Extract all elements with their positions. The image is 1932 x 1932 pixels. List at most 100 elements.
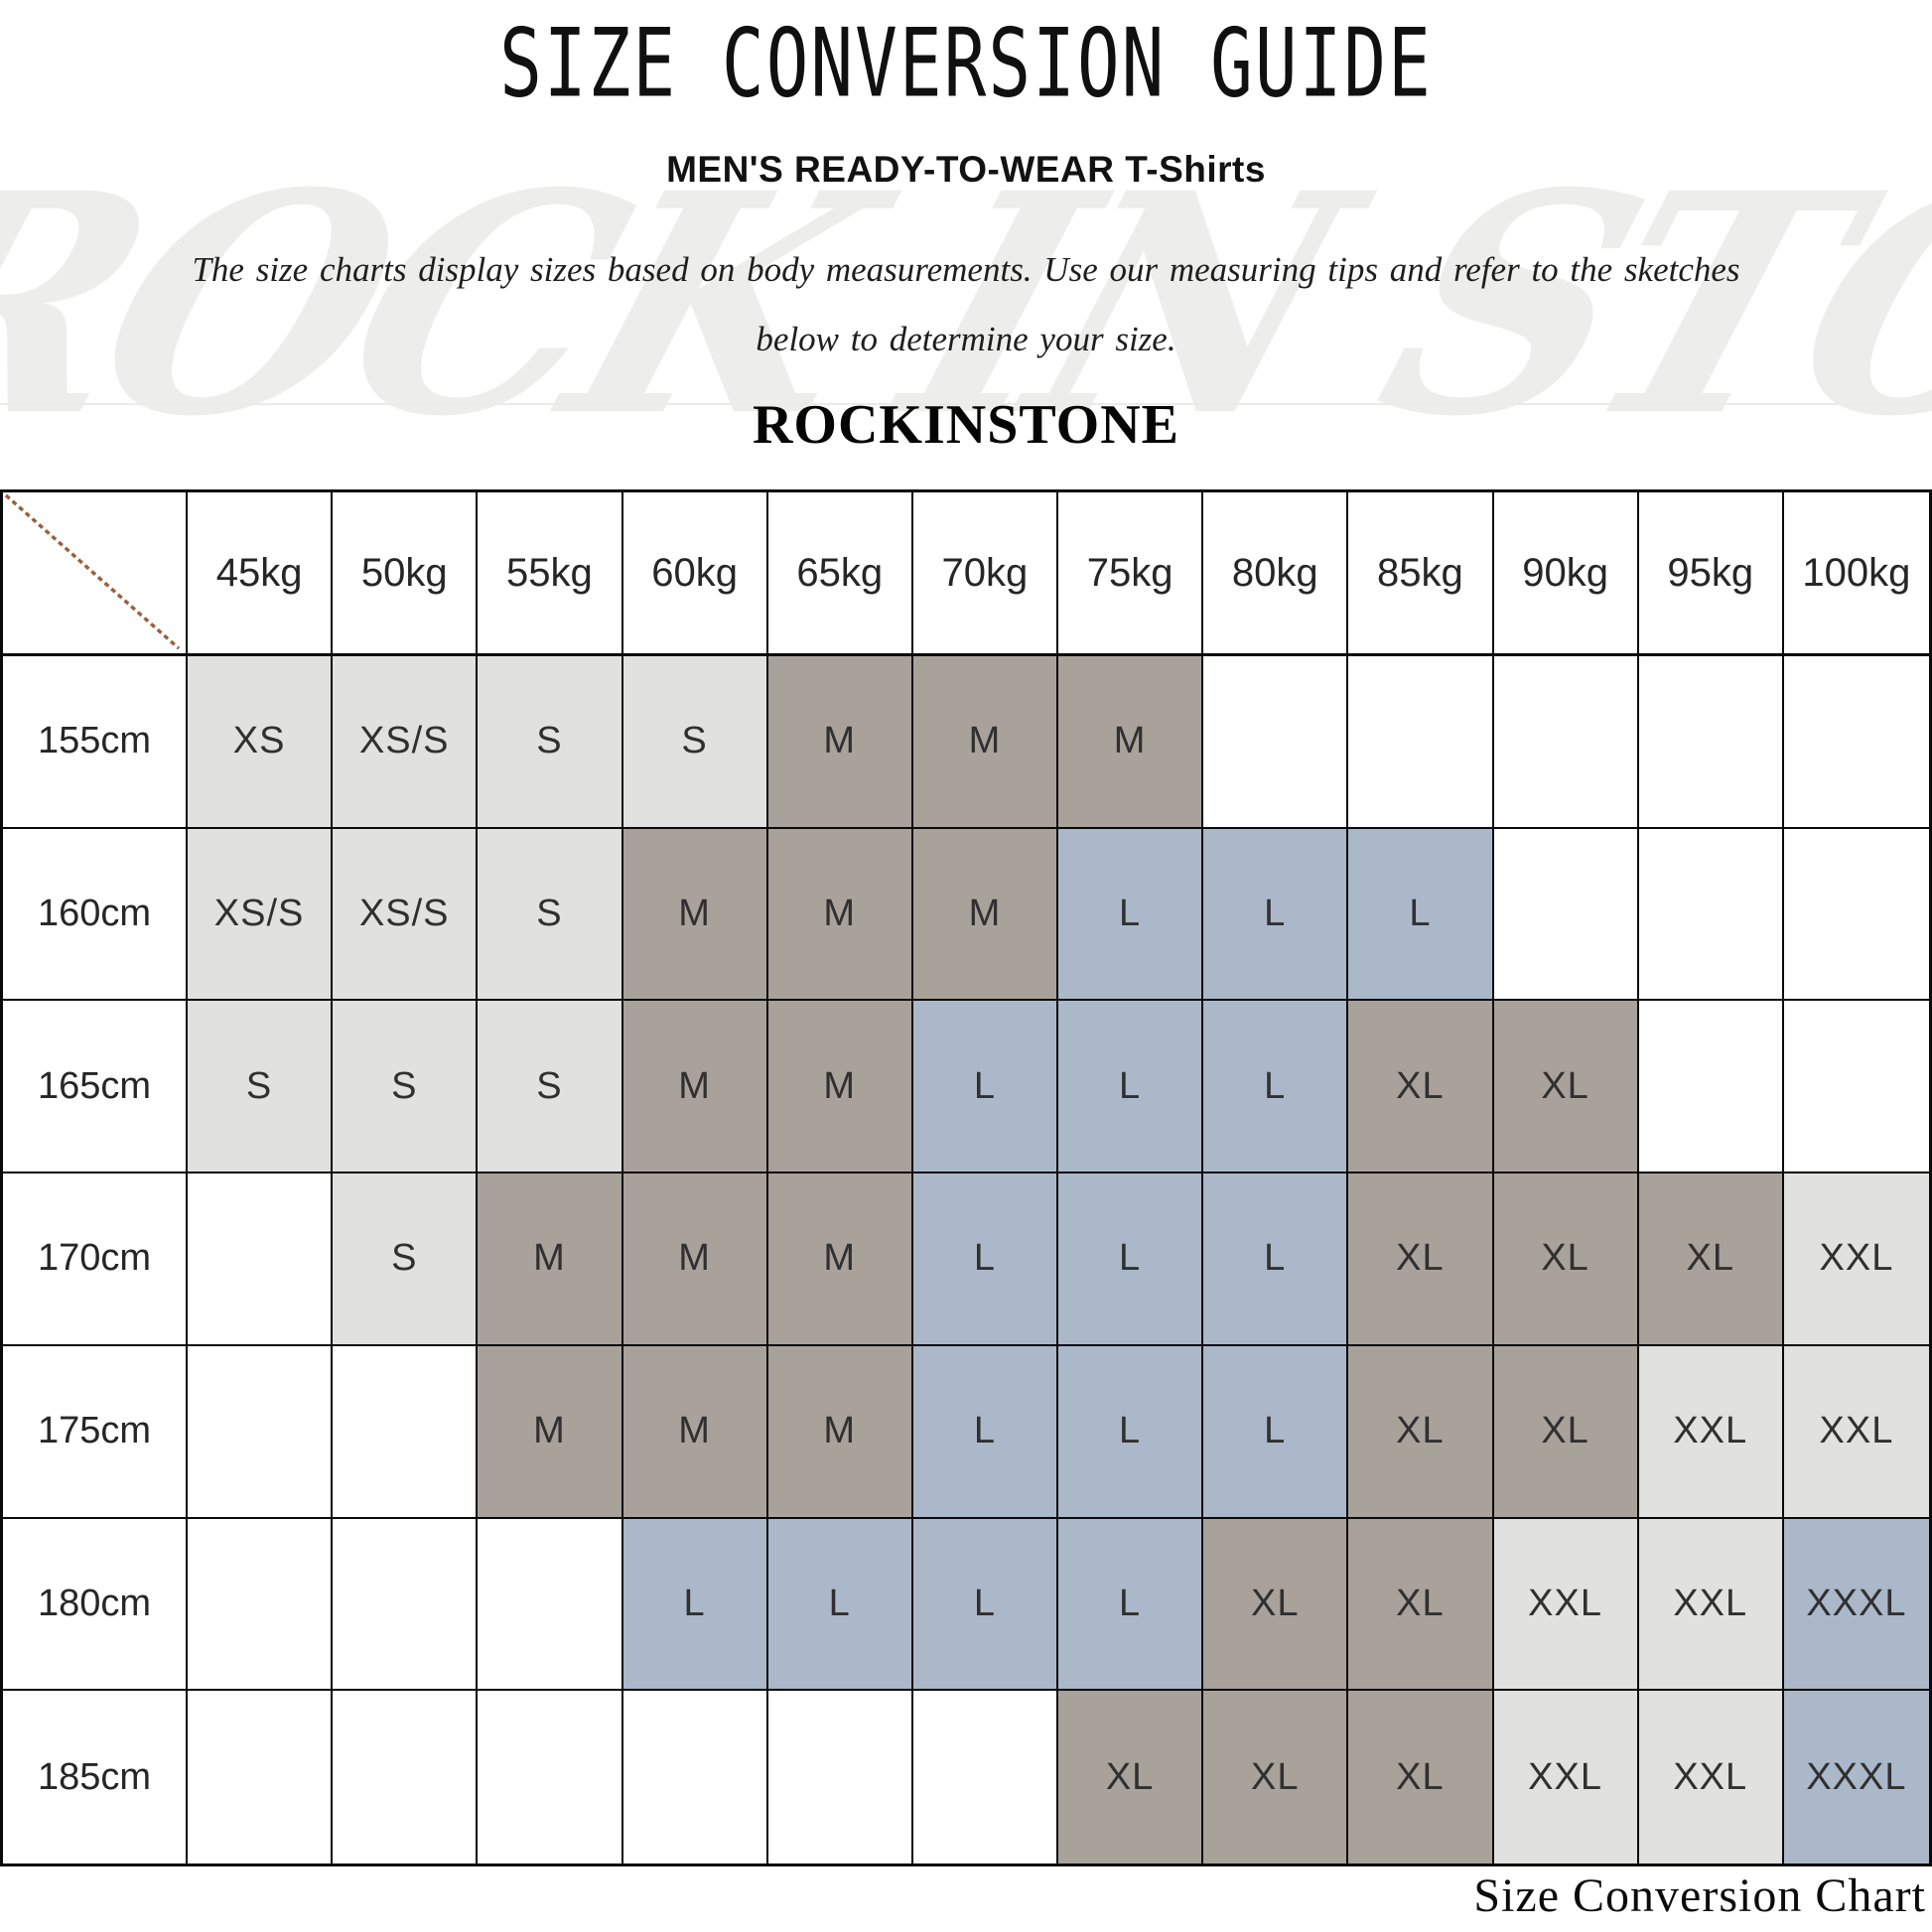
size-cell: XXL (1493, 1518, 1639, 1692)
size-cell: XXL (1638, 1345, 1784, 1519)
size-cell (188, 1345, 334, 1519)
size-cell (912, 1691, 1058, 1863)
size-cell: L (912, 1001, 1058, 1174)
description-line-2: below to determine your size. (756, 320, 1176, 358)
size-conversion-table: 45kg 50kg 55kg 60kg 65kg 70kg 75kg 80kg 85kg 90kg… (0, 489, 1932, 1866)
size-cell (767, 1691, 913, 1863)
height-row-header: 180cm (3, 1518, 188, 1692)
size-cell (478, 1691, 623, 1863)
size-cell (478, 1518, 623, 1692)
size-cell: XL (1493, 1001, 1639, 1174)
brand-name: ROCKINSTONE (752, 394, 1180, 456)
size-cell: S (622, 656, 768, 829)
size-cell: M (622, 828, 768, 1002)
size-cell: M (767, 656, 913, 829)
size-cell: L (912, 1518, 1058, 1692)
weight-column-header: 100kg (1783, 492, 1929, 656)
size-cell: M (622, 1001, 768, 1174)
size-cell: M (767, 1345, 913, 1519)
table-corner-cell (3, 492, 188, 656)
weight-column-header: 80kg (1203, 492, 1349, 656)
weight-column-header: 70kg (912, 492, 1058, 656)
size-cell (1638, 656, 1784, 829)
size-cell: S (333, 1001, 479, 1174)
size-cell (1493, 656, 1639, 829)
size-cell (1203, 656, 1349, 829)
size-cell: XL (1348, 1173, 1494, 1346)
diagonal-line (4, 493, 181, 650)
size-cell: XL (1493, 1345, 1639, 1519)
size-cell: M (622, 1345, 768, 1519)
size-cell: L (767, 1518, 913, 1692)
page-title-text: SIZE CONVERSION GUIDE (499, 8, 1433, 119)
size-cell: L (1058, 1001, 1204, 1174)
size-cell (1348, 656, 1494, 829)
size-cell (333, 1691, 479, 1863)
size-cell (1493, 828, 1639, 1002)
height-row-header: 185cm (3, 1691, 188, 1863)
size-cell: XS/S (333, 828, 479, 1002)
height-row-header: 155cm (3, 656, 188, 829)
size-cell: M (478, 1345, 623, 1519)
size-cell: XL (1348, 1345, 1494, 1519)
size-cell: S (333, 1173, 479, 1346)
size-cell: L (1058, 1345, 1204, 1519)
size-cell: L (1058, 1518, 1204, 1692)
size-cell (188, 1173, 334, 1346)
size-cell: XL (1638, 1173, 1784, 1346)
size-cell (1638, 1001, 1784, 1174)
size-cell: M (622, 1173, 768, 1346)
weight-column-header: 55kg (478, 492, 623, 656)
size-cell: XS (188, 656, 334, 829)
size-cell (1783, 1001, 1929, 1174)
page-subtitle: MEN'S READY-TO-WEAR T-Shirts (666, 149, 1266, 190)
size-cell: XS/S (188, 828, 334, 1002)
size-cell: XXL (1783, 1345, 1929, 1519)
size-cell: XL (1348, 1518, 1494, 1692)
size-cell: XXXL (1783, 1518, 1929, 1692)
size-cell: L (1058, 1173, 1204, 1346)
weight-column-header: 90kg (1493, 492, 1639, 656)
size-cell: XXXL (1783, 1691, 1929, 1863)
size-cell (1783, 828, 1929, 1002)
size-cell: XL (1348, 1691, 1494, 1863)
size-cell: M (912, 828, 1058, 1002)
size-cell: M (767, 1173, 913, 1346)
size-cell: XS/S (333, 656, 479, 829)
size-cell: L (1203, 1345, 1349, 1519)
size-cell: L (1058, 828, 1204, 1002)
size-cell: XXL (1783, 1173, 1929, 1346)
footer-caption: Size Conversion Chart (1473, 1869, 1926, 1922)
size-cell: M (767, 1001, 913, 1174)
size-cell: L (1348, 828, 1494, 1002)
size-cell: L (1203, 1001, 1349, 1174)
size-cell: XL (1058, 1691, 1204, 1863)
size-cell: S (188, 1001, 334, 1174)
size-cell (333, 1518, 479, 1692)
size-cell: XL (1493, 1173, 1639, 1346)
height-row-header: 170cm (3, 1173, 188, 1346)
size-cell: L (912, 1173, 1058, 1346)
description-line-1: The size charts display sizes based on b… (192, 250, 1740, 289)
weight-column-header: 95kg (1638, 492, 1784, 656)
weight-column-header: 60kg (622, 492, 768, 656)
weight-column-header: 45kg (188, 492, 334, 656)
size-cell (622, 1691, 768, 1863)
size-cell (333, 1345, 479, 1519)
size-cell: XXL (1638, 1691, 1784, 1863)
size-cell: S (478, 656, 623, 829)
size-cell: M (1058, 656, 1204, 829)
height-row-header: 165cm (3, 1001, 188, 1174)
size-cell (188, 1518, 334, 1692)
size-cell: XXL (1493, 1691, 1639, 1863)
size-cell: S (478, 828, 623, 1002)
size-cell (188, 1691, 334, 1863)
size-cell: L (1203, 828, 1349, 1002)
size-cell: XL (1348, 1001, 1494, 1174)
weight-column-header: 65kg (767, 492, 913, 656)
size-cell (1638, 828, 1784, 1002)
size-cell: XL (1203, 1518, 1349, 1692)
size-cell: L (912, 1345, 1058, 1519)
weight-column-header: 75kg (1058, 492, 1204, 656)
